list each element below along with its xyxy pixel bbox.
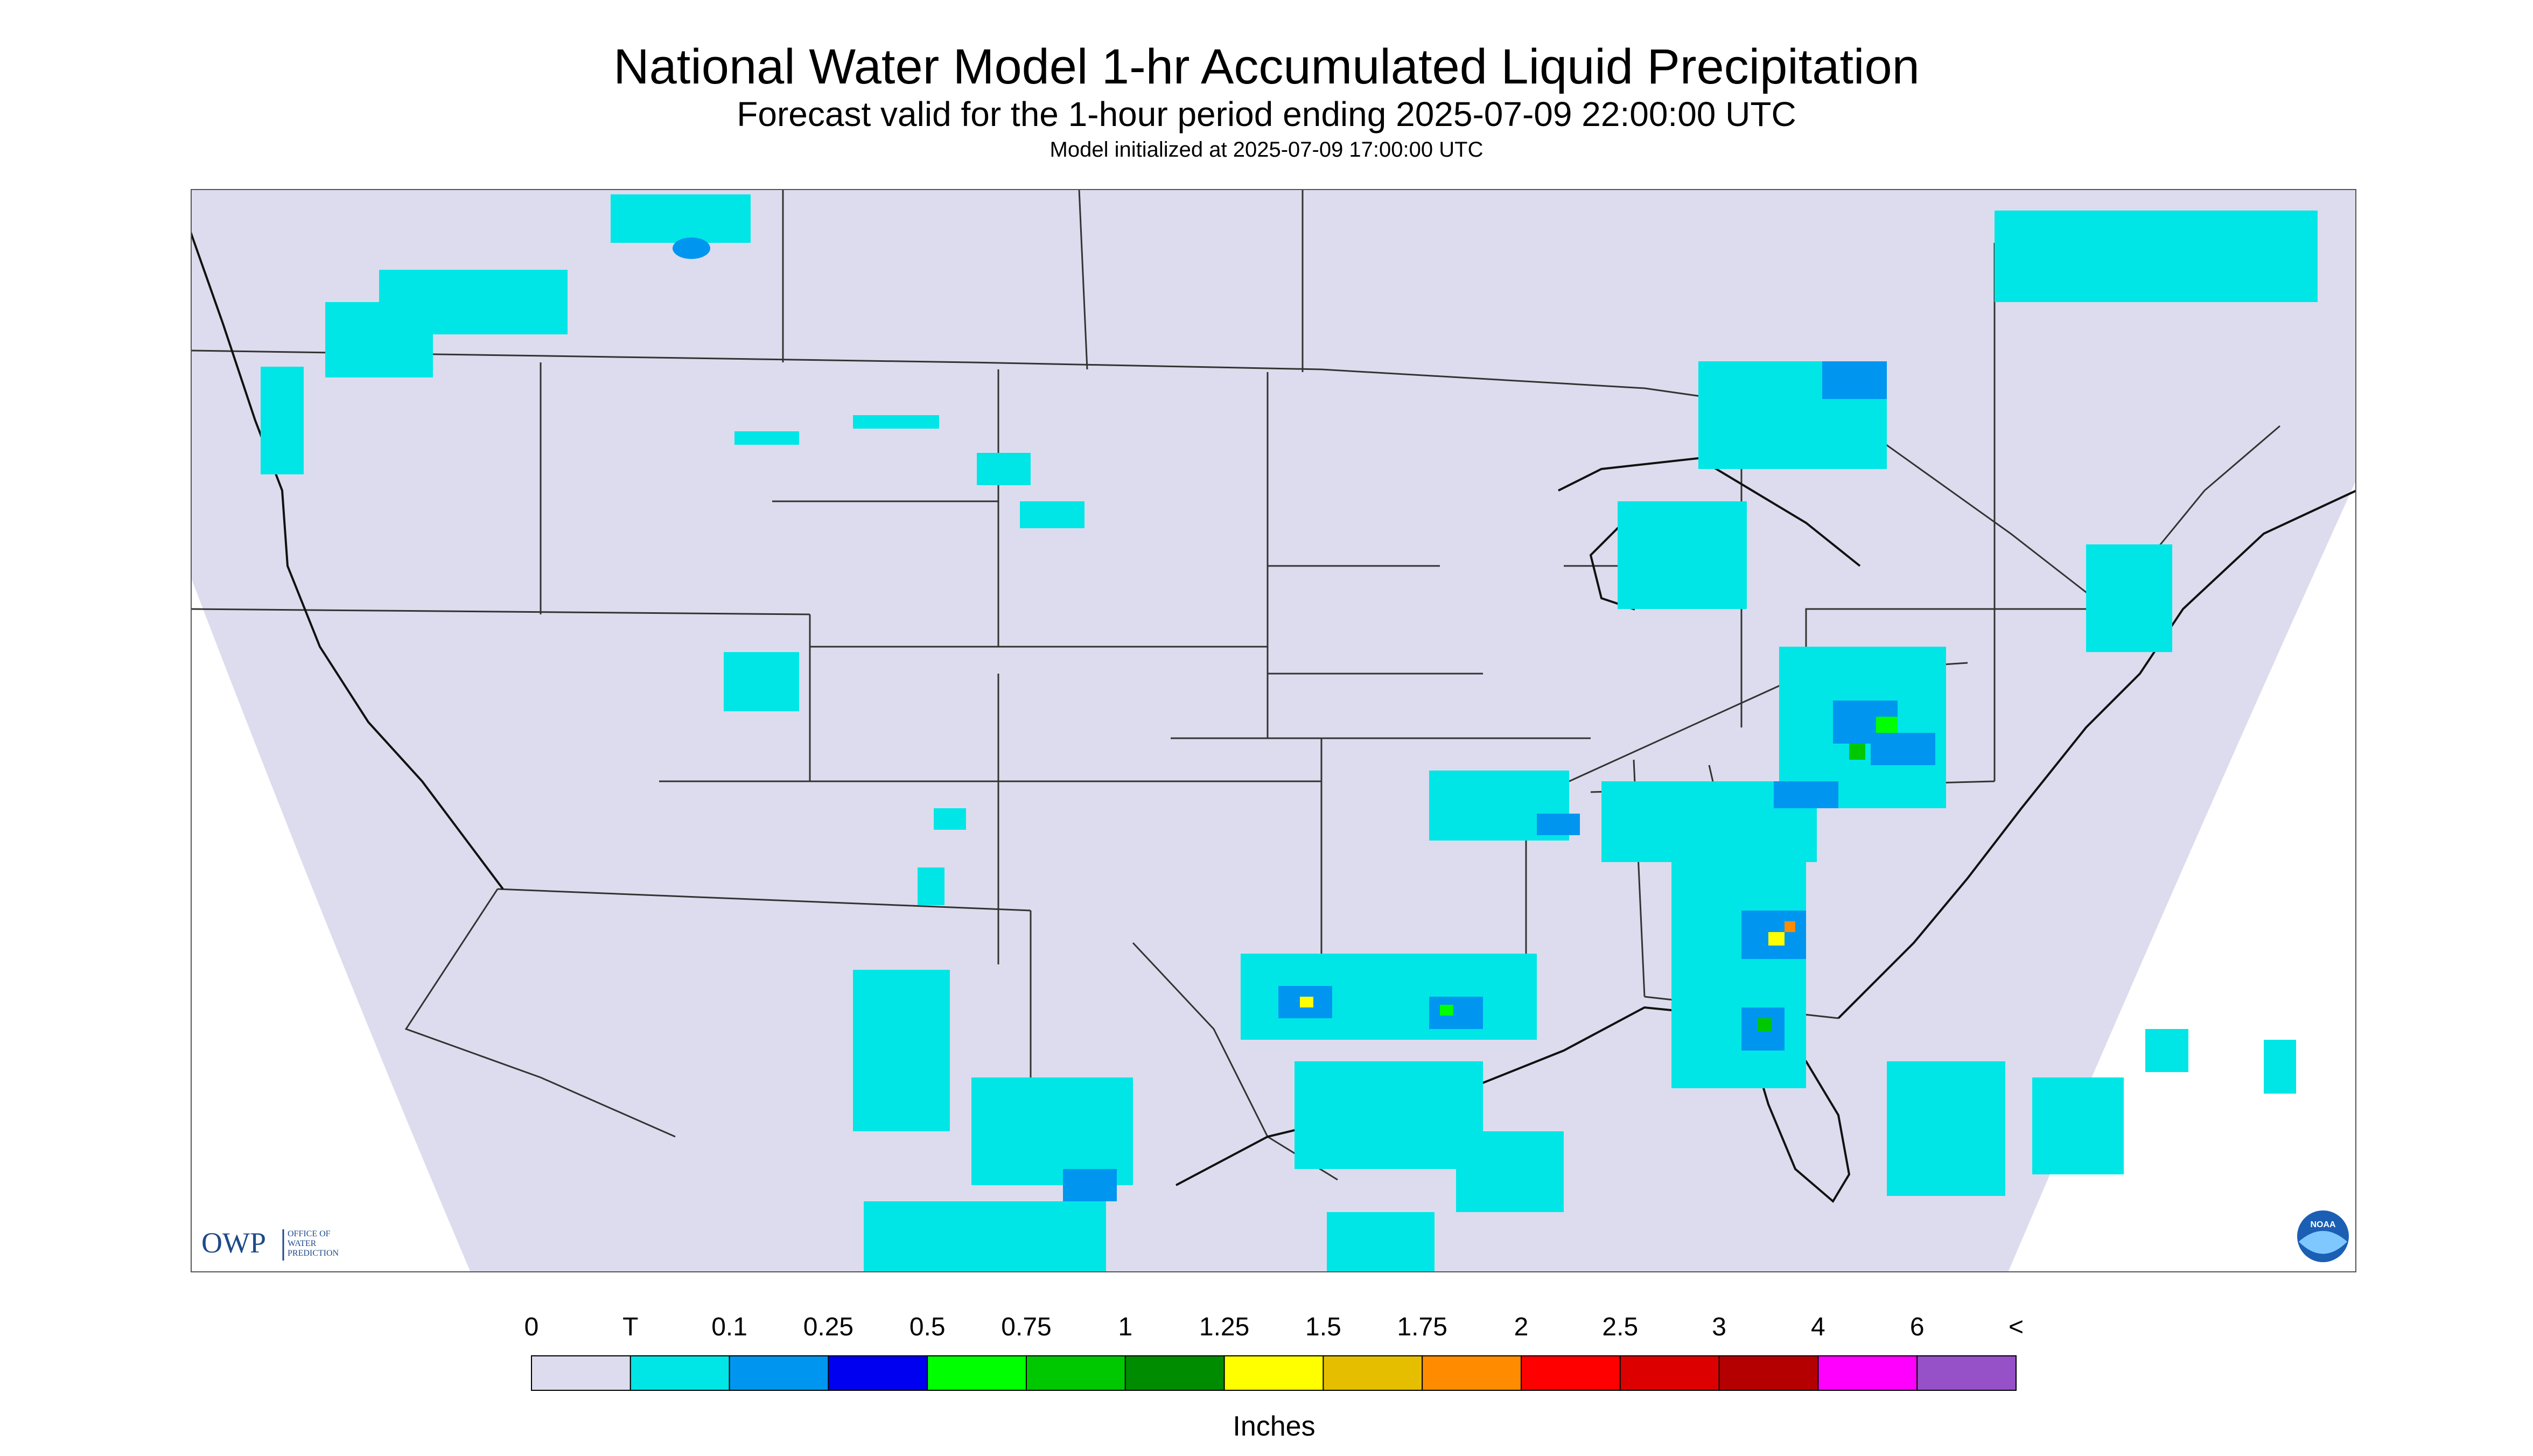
model-init-text: Model initialized at 2025-07-09 17:00:00… bbox=[1049, 138, 1484, 162]
legend-box bbox=[828, 1355, 928, 1391]
legend-box bbox=[927, 1355, 1027, 1391]
outside-domain-left bbox=[191, 577, 471, 1272]
precip-heavy bbox=[1300, 717, 1898, 1032]
owp-logo-line2: WATER bbox=[288, 1239, 317, 1248]
legend-label: 3 bbox=[1712, 1313, 1726, 1341]
legend-box bbox=[1521, 1355, 1621, 1391]
precipitation-map: OWP OFFICE OF WATER PREDICTION NOAA bbox=[191, 189, 2356, 1272]
legend-box bbox=[629, 1355, 730, 1391]
legend-labels: 0 T 0.1 0.25 0.5 0.75 1 1.25 1.5 1.75 2 2.5 3 4 6 < bbox=[524, 1313, 2024, 1341]
owp-logo-line1: OFFICE OF bbox=[288, 1229, 331, 1238]
legend-label: 1.25 bbox=[1199, 1313, 1249, 1341]
noaa-logo: NOAA bbox=[2297, 1210, 2349, 1262]
map-frame bbox=[191, 189, 2356, 1272]
legend-label: 0.5 bbox=[909, 1313, 946, 1341]
map-subtitle: Forecast valid for the 1-hour period end… bbox=[737, 95, 1796, 134]
legend-label: 0.75 bbox=[1001, 1313, 1051, 1341]
map-title: National Water Model 1-hr Accumulated Li… bbox=[613, 39, 1920, 94]
legend-box bbox=[1124, 1355, 1225, 1391]
owp-logo-mark: OWP bbox=[201, 1227, 266, 1259]
legend-label: 1.5 bbox=[1305, 1313, 1341, 1341]
legend-label: 6 bbox=[1910, 1313, 1925, 1341]
legend-box bbox=[1323, 1355, 1423, 1391]
legend-label: 0 bbox=[524, 1313, 539, 1341]
owp-logo: OWP OFFICE OF WATER PREDICTION bbox=[201, 1227, 339, 1261]
noaa-logo-text: NOAA bbox=[2310, 1220, 2336, 1229]
legend-box bbox=[1223, 1355, 1324, 1391]
legend-label: 2.5 bbox=[1602, 1313, 1638, 1341]
legend-box bbox=[729, 1355, 829, 1391]
legend-box bbox=[1817, 1355, 1918, 1391]
legend-label: 1 bbox=[1118, 1313, 1132, 1341]
legend-label: 4 bbox=[1811, 1313, 1825, 1341]
legend-box bbox=[1026, 1355, 1126, 1391]
legend-box bbox=[1718, 1355, 1819, 1391]
precip-light bbox=[673, 237, 1935, 1201]
legend-label: < bbox=[2009, 1313, 2024, 1341]
legend-box bbox=[531, 1355, 631, 1391]
legend-box bbox=[1916, 1355, 2017, 1391]
legend-label: 1.75 bbox=[1397, 1313, 1447, 1341]
map-background bbox=[191, 189, 2356, 1272]
legend-label: T bbox=[622, 1313, 638, 1341]
legend-label: 2 bbox=[1514, 1313, 1529, 1341]
legend-boxes bbox=[531, 1355, 2017, 1391]
legend-box bbox=[1619, 1355, 1720, 1391]
owp-logo-line3: PREDICTION bbox=[288, 1249, 339, 1258]
legend-unit: Inches bbox=[1233, 1411, 1315, 1442]
legend-label: 0.25 bbox=[803, 1313, 853, 1341]
legend-box bbox=[1422, 1355, 1522, 1391]
legend-label: 0.1 bbox=[711, 1313, 747, 1341]
